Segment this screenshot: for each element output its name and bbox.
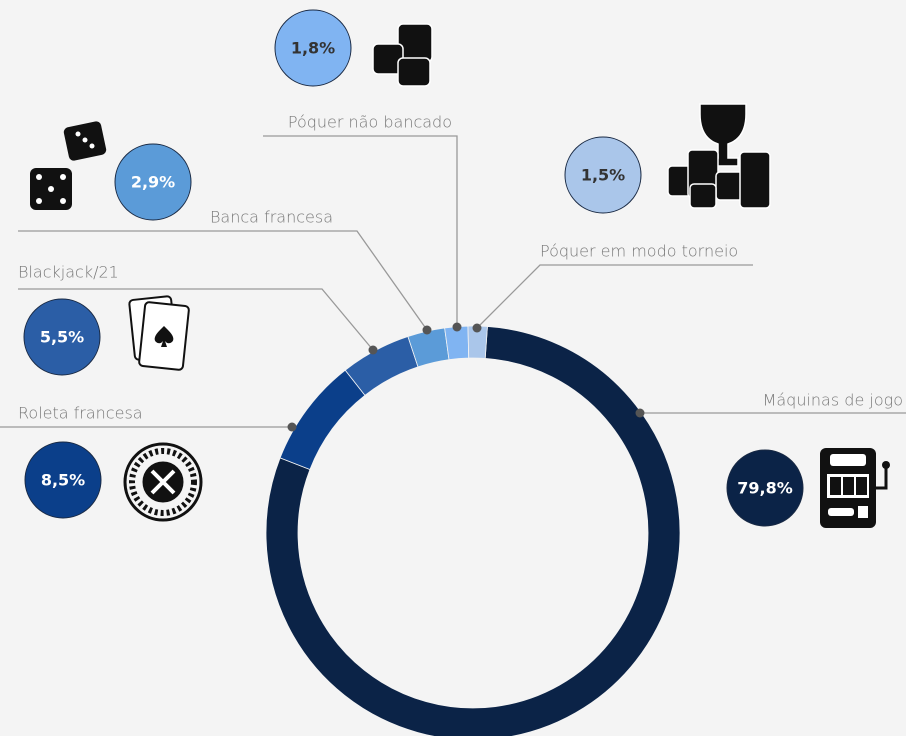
leader-line bbox=[476, 264, 753, 329]
value-label: 8,5% bbox=[41, 471, 85, 490]
leader-dot bbox=[422, 325, 432, 335]
category-label: Roleta francesa bbox=[18, 404, 143, 423]
donut-segment bbox=[265, 326, 681, 736]
leader-line bbox=[18, 230, 428, 331]
percent-bubble bbox=[114, 143, 192, 221]
leader-dot bbox=[287, 422, 297, 432]
donut-segment bbox=[279, 369, 366, 471]
percent-bubble bbox=[726, 449, 804, 527]
percent-bubble bbox=[274, 9, 352, 87]
value-label: 79,8% bbox=[737, 479, 793, 498]
category-label: Póquer em modo torneio bbox=[540, 242, 738, 261]
trophy-chips-icon bbox=[667, 103, 771, 209]
category-label: Blackjack/21 bbox=[18, 263, 119, 282]
slot-machine-icon bbox=[820, 448, 890, 528]
roulette-icon bbox=[123, 442, 203, 522]
dice-icon bbox=[30, 121, 107, 210]
value-label: 5,5% bbox=[40, 328, 84, 347]
category-label: Póquer não bancado bbox=[288, 113, 452, 132]
leader-line bbox=[18, 288, 374, 351]
leader-dot bbox=[472, 323, 482, 333]
leader-line bbox=[263, 135, 458, 327]
cards-icon bbox=[128, 295, 190, 371]
value-label: 1,5% bbox=[581, 166, 625, 185]
leader-dot bbox=[452, 322, 462, 332]
value-label: 1,8% bbox=[291, 39, 335, 58]
category-label: Máquinas de jogo bbox=[763, 391, 903, 410]
leader-dot bbox=[635, 408, 645, 418]
category-label: Banca francesa bbox=[210, 208, 333, 227]
percent-bubble bbox=[23, 298, 101, 376]
percent-bubble bbox=[24, 441, 102, 519]
percent-bubble bbox=[564, 136, 642, 214]
leader-dot bbox=[368, 345, 378, 355]
chips-icon bbox=[372, 23, 433, 87]
value-label: 2,9% bbox=[131, 173, 175, 192]
